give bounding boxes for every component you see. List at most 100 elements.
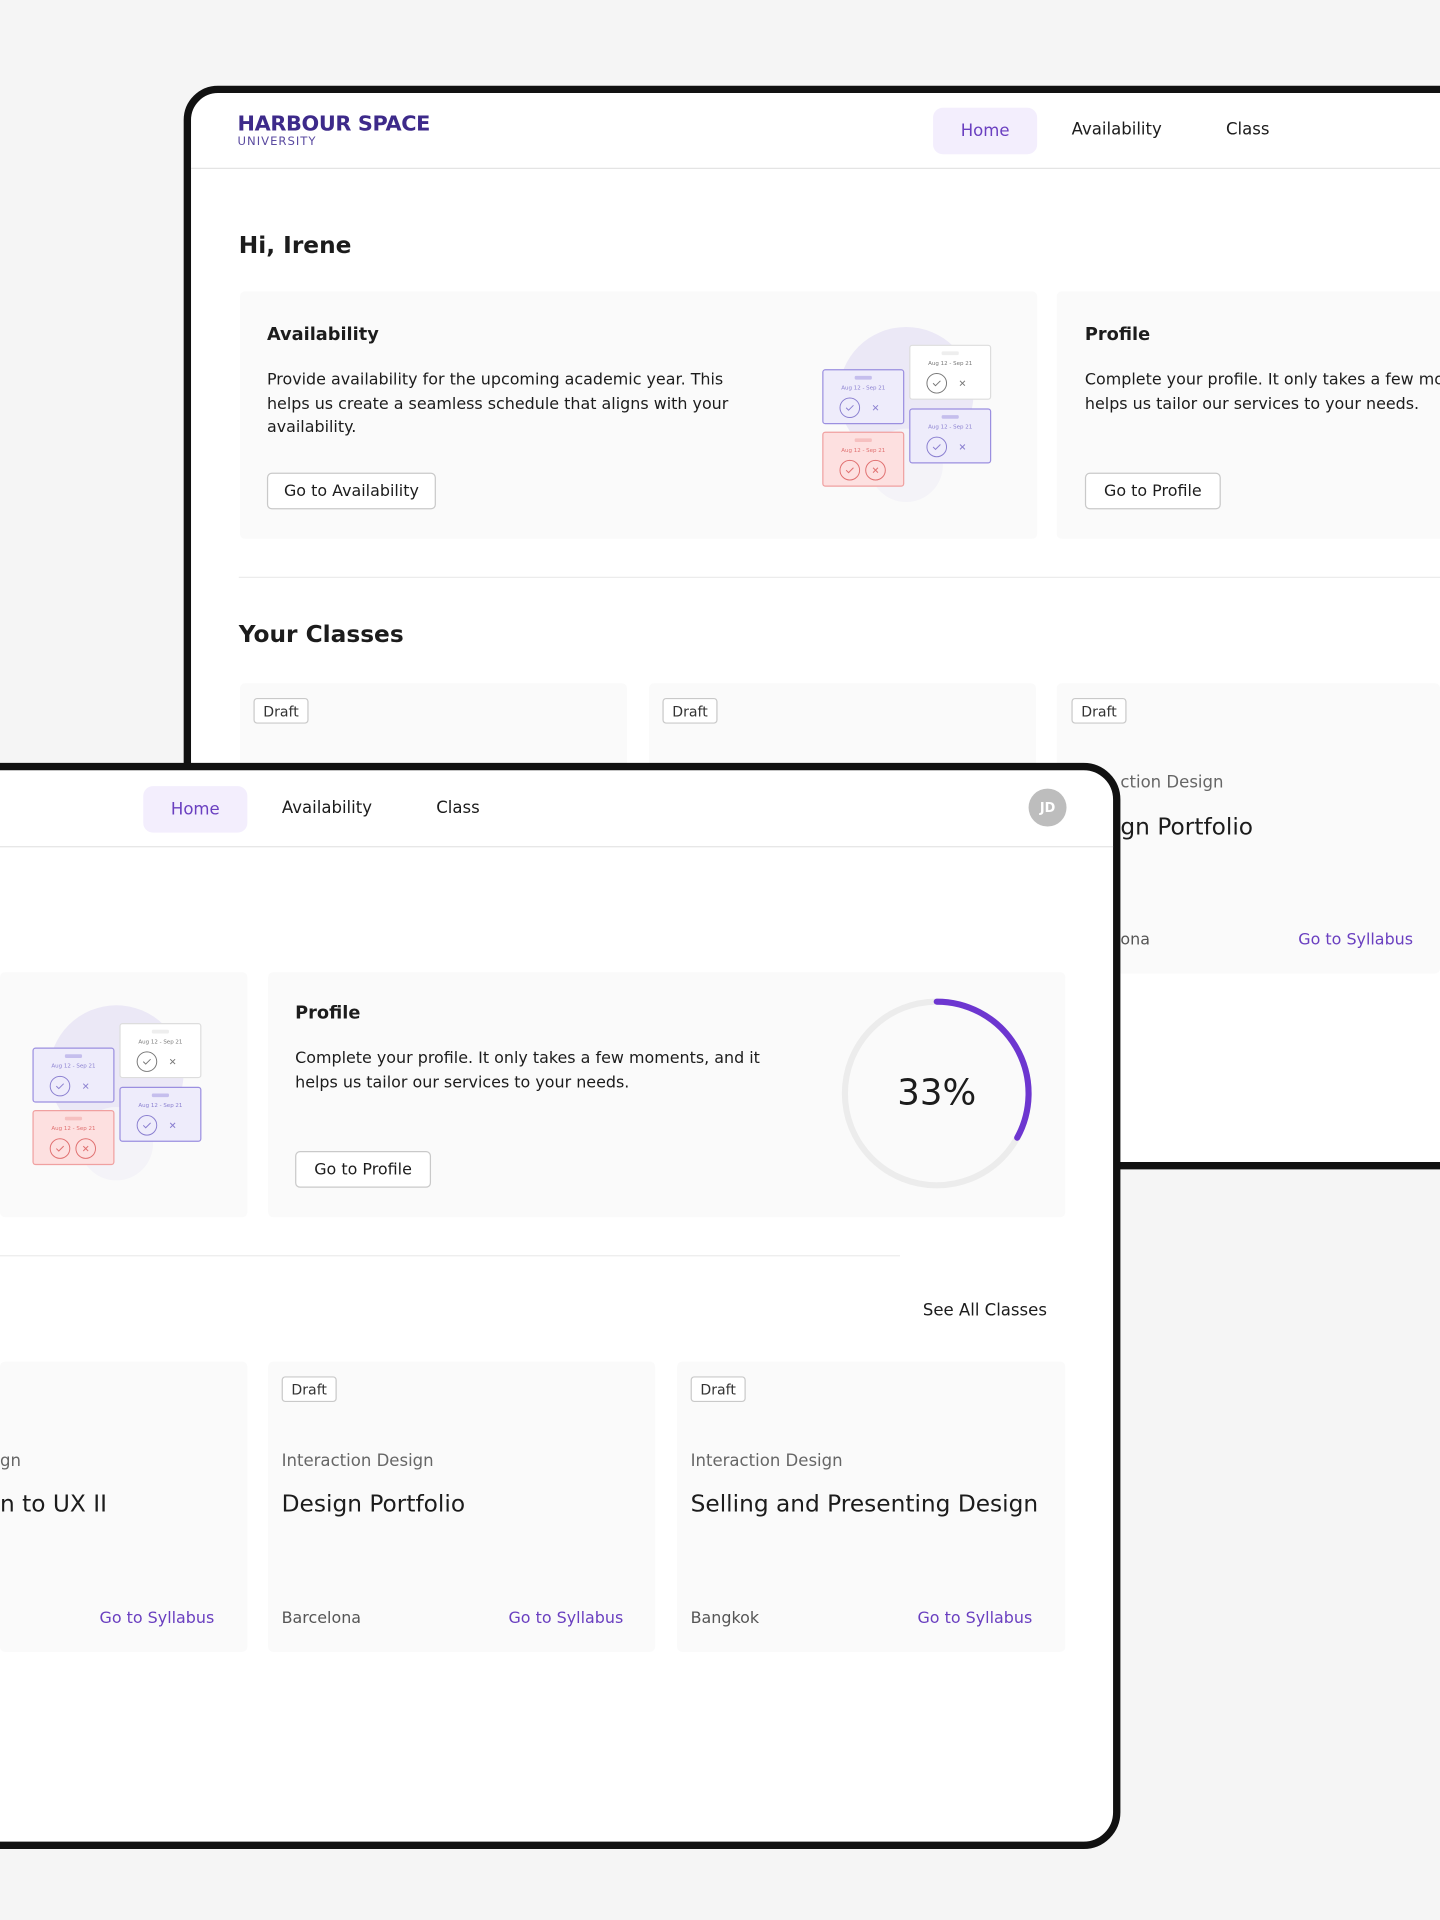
brand-name: HARBOUR SPACE: [237, 112, 431, 137]
mini-card-date: Aug 12 - Sep 21: [51, 1064, 95, 1070]
x-circle: [75, 1138, 97, 1159]
mini-card: [909, 344, 992, 400]
mini-card-date: Aug 12 - Sep 21: [928, 425, 972, 431]
card-text: Provide availability for the upcoming ac…: [266, 371, 729, 438]
card-text: Complete your profile. It only takes a f…: [295, 1049, 760, 1092]
syllabus-link[interactable]: Go to Syllabus: [99, 1609, 215, 1628]
mini-card: [32, 1109, 115, 1166]
section-divider: [238, 576, 1440, 578]
see-all-link[interactable]: See All Classes: [922, 1300, 1047, 1321]
mini-card: [32, 1047, 115, 1103]
check-icon: [142, 1058, 151, 1065]
check-icon: [142, 1122, 151, 1129]
mini-card: [909, 408, 992, 464]
status-badge: Draft: [1071, 697, 1127, 724]
x-icon: [959, 444, 966, 450]
check-circle: [926, 436, 948, 458]
card-title: Profile: [1084, 325, 1151, 345]
illustration-art: Aug 12 - Sep 21 Aug 12 - Sep 21 Aug 12 - S…: [32, 1005, 202, 1181]
nav-class[interactable]: Class: [436, 798, 480, 818]
check-circle: [49, 1075, 71, 1097]
class-card: [677, 1361, 1066, 1652]
mini-card-date: Aug 12 - Sep 21: [928, 361, 972, 367]
class-subject: gn: [0, 1451, 21, 1471]
x-icon: [82, 1083, 89, 1089]
mini-card: [822, 369, 905, 425]
syllabus-link[interactable]: Go to Syllabus: [1298, 931, 1414, 950]
check-circle: [926, 372, 948, 394]
mini-card-week: [941, 351, 959, 356]
nav-class[interactable]: Class: [1226, 120, 1270, 140]
nav-home[interactable]: Home: [143, 786, 248, 833]
section-divider: [0, 1255, 900, 1257]
x-icon: [169, 1122, 176, 1129]
status-badge: Draft: [690, 1376, 746, 1403]
nav-home[interactable]: Home: [933, 107, 1038, 155]
mini-card-date: Aug 12 - Sep 21: [841, 448, 885, 454]
class-subject: Interaction Design: [281, 1451, 434, 1471]
mini-card-week: [64, 1054, 83, 1058]
mini-card-date: Aug 12 - Sep 21: [138, 1039, 182, 1045]
class-subject: Interaction Design: [690, 1451, 843, 1471]
check-icon: [55, 1145, 65, 1152]
x-icon: [872, 467, 879, 473]
nav-availability[interactable]: Availability: [1071, 120, 1162, 140]
x-icon: [959, 380, 966, 387]
greeting: Hi, Irene: [238, 232, 352, 259]
mini-card-week: [941, 415, 959, 419]
check-icon: [845, 467, 854, 474]
class-card: [268, 1361, 656, 1652]
class-card: [1056, 683, 1440, 974]
mini-card-week: [151, 1093, 169, 1098]
mini-card-week: [854, 438, 872, 443]
card-title: Profile: [295, 1003, 361, 1024]
mini-card-date: Aug 12 - Sep 21: [841, 385, 885, 391]
check-icon: [932, 444, 941, 451]
header-divider: [191, 167, 1440, 169]
x-icon: [82, 1145, 89, 1152]
profile-button[interactable]: Go to Profile: [295, 1151, 432, 1188]
profile-button[interactable]: Go to Profile: [1084, 472, 1221, 510]
front-device-frame: [0, 762, 1121, 1849]
syllabus-link[interactable]: Go to Syllabus: [917, 1609, 1033, 1628]
x-icon: [169, 1058, 176, 1065]
class-title: Design Portfolio: [281, 1490, 466, 1518]
class-title: gn Portfolio: [1120, 813, 1254, 841]
class-location: Bangkok: [690, 1609, 760, 1628]
progress-arc: [933, 998, 1032, 1141]
mini-card-week: [64, 1116, 83, 1121]
progress-label: 33%: [897, 1073, 976, 1114]
mini-card: [119, 1023, 202, 1079]
availability-button[interactable]: Go to Availability: [266, 472, 436, 510]
check-circle: [49, 1138, 71, 1159]
status-badge: Draft: [662, 697, 718, 724]
check-icon: [55, 1083, 65, 1090]
avatar[interactable]: JD: [1028, 788, 1067, 827]
check-circle: [136, 1115, 158, 1136]
check-icon: [845, 404, 854, 411]
check-circle: [839, 397, 861, 419]
availability-illustration: Aug 12 - Sep 21 Aug 12 - Sep 21 Aug 12 - S…: [24, 999, 208, 1183]
class-title: n to UX II: [0, 1490, 107, 1518]
status-badge: Draft: [281, 1376, 337, 1403]
check-circle: [839, 459, 861, 481]
card-title: Availability: [266, 325, 379, 345]
mini-card-week: [151, 1029, 169, 1034]
class-subject: ction Design: [1120, 772, 1224, 793]
nav-availability[interactable]: Availability: [281, 798, 372, 818]
status-badge: Draft: [253, 697, 309, 724]
header-divider: [0, 846, 1114, 848]
check-icon: [932, 380, 941, 387]
mini-card-date: Aug 12 - Sep 21: [51, 1126, 95, 1132]
check-circle: [136, 1051, 158, 1072]
syllabus-link[interactable]: Go to Syllabus: [508, 1609, 624, 1628]
availability-illustration: Aug 12 - Sep 21 Aug 12 - Sep 21 Aug 12 - S…: [814, 321, 998, 505]
class-title: Selling and Presenting Design: [690, 1490, 1039, 1518]
mini-card-date: Aug 12 - Sep 21: [138, 1103, 182, 1109]
mini-card: [119, 1086, 202, 1142]
x-icon: [872, 404, 879, 411]
mini-card: [822, 431, 905, 487]
